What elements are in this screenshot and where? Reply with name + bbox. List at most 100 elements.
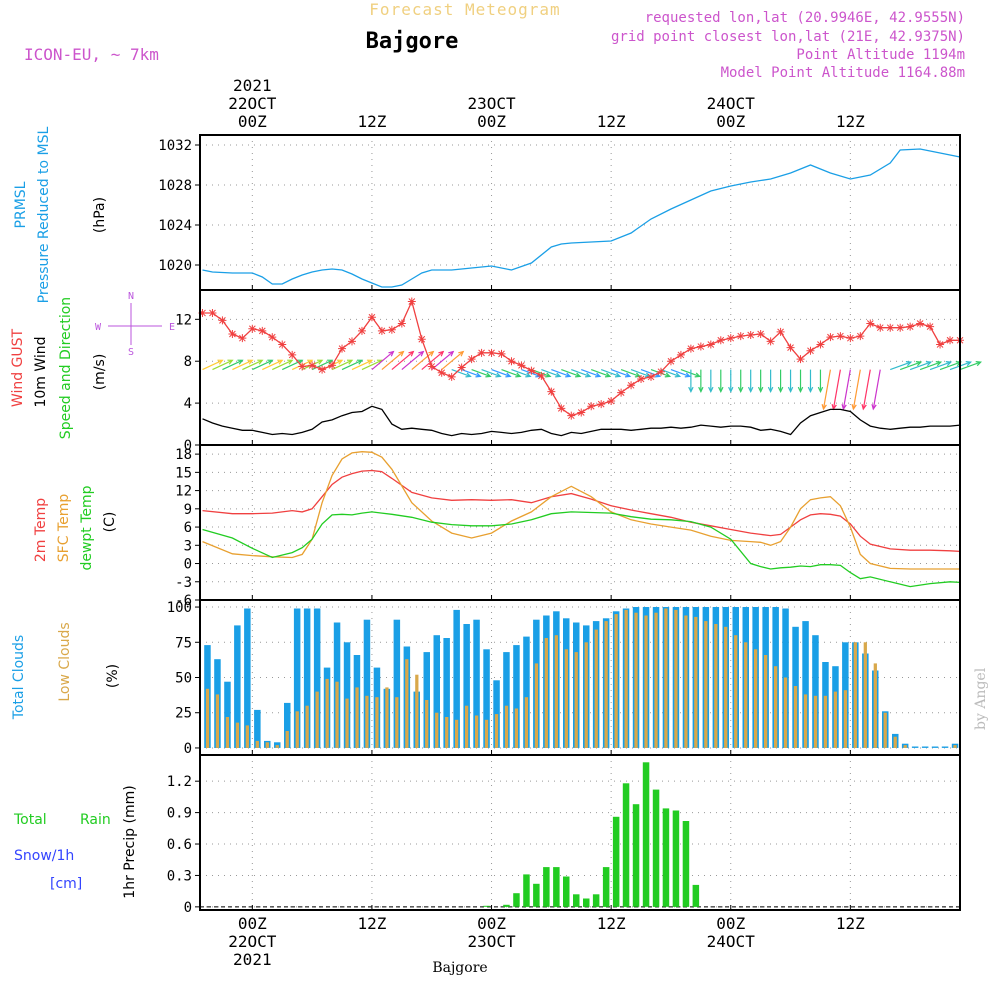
y-tick-label: 0.3: [167, 868, 192, 884]
low-cloud-bar: [574, 652, 578, 748]
low-cloud-bar: [843, 690, 848, 748]
low-cloud-bar: [953, 745, 957, 748]
low-cloud-bar: [704, 621, 708, 748]
wind-10m-label: 10m Wind: [33, 336, 49, 407]
panel-2: 0 4 8 12: [175, 290, 982, 454]
low-cloud-bar: [883, 712, 887, 748]
low-cloud-bar: [744, 642, 748, 748]
y-tick-label: 4: [184, 396, 192, 412]
rain-bar: [652, 789, 660, 907]
low-cloud-bar: [674, 609, 678, 748]
wind-arrow-head: [694, 372, 702, 378]
wind-arrow: [541, 369, 561, 377]
wind-gust-point: [856, 332, 865, 341]
wind-gust-point: [298, 362, 307, 371]
y-tick-label: 0.6: [167, 837, 192, 853]
wind-arrow-head: [555, 372, 562, 378]
wind-gust-point: [228, 329, 237, 338]
wind-arrow-head: [418, 350, 425, 357]
wind-arrow-head: [718, 386, 724, 393]
wind-gust-point: [268, 333, 277, 342]
wind-gust-line: [202, 299, 960, 417]
wind-arrow-head: [807, 386, 814, 393]
low-cloud-bar: [335, 681, 339, 748]
wind-gust-point: [766, 337, 775, 346]
total-cloud-bar: [473, 619, 480, 748]
total-cloud-bar: [284, 702, 291, 748]
wind-arrow-head: [356, 359, 364, 365]
wind-arrow: [371, 351, 394, 371]
wind-arrow: [890, 361, 912, 371]
wind-gust-point: [926, 322, 935, 331]
wind-arrow-head: [871, 404, 877, 411]
rain-bar: [523, 874, 530, 907]
low-cloud-bar: [754, 649, 758, 748]
wind-arrow-head: [851, 404, 857, 411]
wind-gust-point: [896, 323, 905, 332]
low-cloud-bar: [385, 687, 389, 748]
t2m-line: [202, 469, 961, 553]
wind-gust-point: [866, 319, 875, 328]
wind-arrow-head: [975, 361, 982, 367]
low-cloud-bar: [803, 694, 808, 748]
total-cloud-bar: [254, 709, 261, 748]
low-cloud-bar: [833, 691, 838, 748]
credit-watermark: by Angel: [973, 667, 989, 730]
wind-gust-point: [308, 361, 317, 370]
wind-arrow-head: [861, 404, 867, 411]
low-cloud-bar: [315, 691, 319, 748]
wind-arrow: [361, 359, 383, 371]
wind-arrow: [262, 359, 283, 371]
wind-gust-point: [467, 355, 476, 364]
wind-arrow: [501, 369, 521, 377]
wind-arrow-head: [841, 404, 847, 411]
y-tick-label: 3: [184, 538, 192, 554]
time-label-top: 00Z: [716, 112, 745, 131]
low-cloud-bar: [813, 695, 818, 748]
y-tick-label: 12: [175, 312, 192, 328]
rain-bar: [632, 804, 640, 907]
precip-labels: Total Rain Snow/1h [cm] 1hr Precip (mm): [13, 785, 138, 898]
wind-gust-point: [567, 411, 576, 420]
wind-arrow-head: [634, 372, 642, 378]
low-cloud-bar: [355, 687, 359, 748]
wind-arrow-head: [787, 386, 794, 393]
wind-arrow-head: [688, 386, 694, 393]
wind-arrow: [919, 361, 942, 371]
low-cloud-bar: [255, 740, 259, 748]
t2m-label: 2m Temp: [33, 498, 49, 562]
rain-bar: [533, 883, 540, 907]
low-cloud-bar: [504, 705, 509, 748]
low-cloud-bar: [584, 642, 588, 748]
model-point-altitude: Model Point Altitude 1164.88m: [721, 65, 965, 81]
wind-gust-point: [517, 361, 526, 370]
wind-gust-point: [666, 357, 675, 366]
wind-arrow-head: [237, 359, 244, 365]
wind-arrow: [481, 369, 501, 377]
time-label-bottom: 12Z: [357, 914, 386, 933]
wind-arrow: [640, 369, 661, 377]
wind-arrow: [461, 369, 481, 377]
wind-arrow: [202, 359, 223, 371]
wind-arrow: [511, 369, 531, 377]
y-tick-label: 1024: [158, 218, 192, 234]
low-cloud-bar: [265, 742, 269, 748]
total-cloud-bar: [303, 608, 311, 748]
low-cloud-bar: [823, 695, 828, 748]
wind-gust-point: [447, 372, 456, 381]
low-cloud-bar: [395, 697, 399, 748]
wind-gust-point: [746, 331, 755, 340]
sfc-temp-line: [202, 451, 960, 570]
wind-arrow: [441, 351, 464, 371]
y-tick-label: 12: [175, 484, 192, 500]
wind-arrow: [872, 369, 881, 410]
wind-gust-point: [826, 333, 835, 342]
y-tick-label: -6: [175, 593, 192, 609]
wind-arrow: [272, 359, 293, 371]
wind-arrow-head: [257, 359, 264, 365]
wind-gust-point: [726, 334, 735, 343]
rain-bar: [583, 898, 590, 907]
total-cloud-bar: [941, 746, 949, 748]
y-tick-label: 1032: [158, 138, 192, 154]
wind-gust-point: [258, 326, 267, 335]
